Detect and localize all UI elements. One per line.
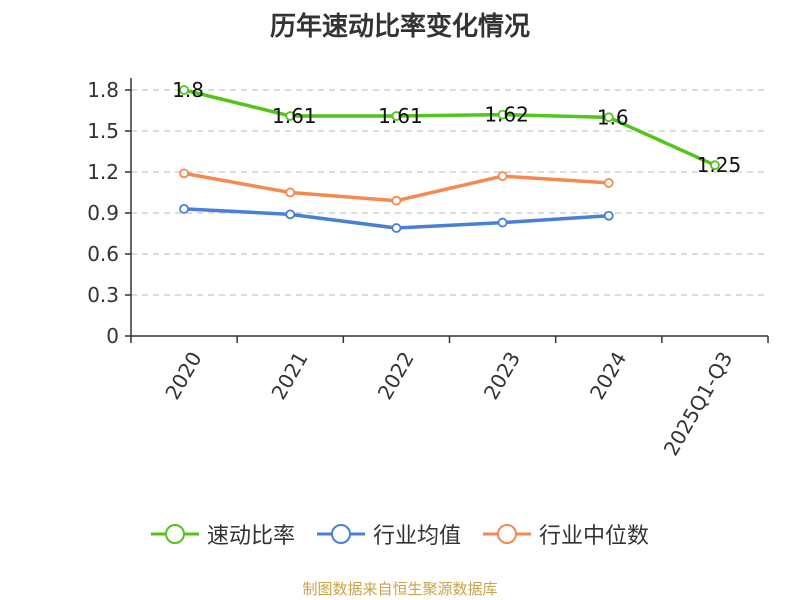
y-tick-label: 1.8 [87, 78, 119, 102]
data-point[interactable] [497, 109, 508, 120]
data-point[interactable] [497, 217, 508, 228]
x-tick-label: 2024 [585, 348, 631, 404]
series-lines [179, 85, 720, 233]
x-tick-labels: 2020 2021 2022 2023 2024 2025Q1-Q3 [160, 348, 737, 460]
data-point[interactable] [603, 210, 614, 221]
data-label: 1.6 [597, 105, 629, 129]
data-point[interactable] [497, 171, 508, 182]
data-label: 1.61 [378, 104, 423, 128]
axes [125, 78, 769, 343]
legend: 速动比率 行业均值 行业中位数 [0, 518, 800, 550]
data-point[interactable] [285, 209, 296, 220]
data-point[interactable] [285, 187, 296, 198]
y-tick-label: 1.5 [87, 119, 119, 143]
legend-item[interactable]: 行业中位数 [483, 518, 649, 550]
y-tick-label: 0.6 [87, 242, 119, 266]
data-point[interactable] [391, 223, 402, 233]
data-label: 1.25 [697, 153, 742, 177]
data-labels: 1.8 1.61 1.61 1.62 1.6 1.25 [172, 78, 741, 177]
data-point[interactable] [179, 203, 189, 214]
data-point[interactable] [391, 111, 402, 121]
data-point[interactable] [603, 112, 614, 123]
x-tick-label: 2020 [160, 348, 206, 404]
legend-label: 行业中位数 [539, 524, 650, 549]
y-tick-label: 0 [106, 324, 119, 348]
legend-swatch [316, 524, 365, 544]
data-point[interactable] [603, 178, 614, 188]
legend-swatch [150, 524, 199, 544]
legend-label: 速动比率 [206, 524, 295, 549]
legend-item[interactable]: 行业均值 [316, 518, 461, 550]
grid-lines [131, 89, 768, 296]
x-tick-label: 2023 [479, 348, 525, 404]
source-note: 制图数据来自恒生聚源数据库 [302, 580, 498, 598]
data-point[interactable] [179, 85, 189, 95]
x-tick-label: 2025Q1-Q3 [659, 348, 738, 460]
data-label: 1.61 [272, 104, 317, 128]
x-tick-label: 2021 [266, 348, 312, 404]
y-tick-labels: 0 0.3 0.6 0.9 1.2 1.5 1.8 [87, 78, 119, 348]
data-label: 1.62 [484, 103, 529, 127]
legend-label: 行业均值 [372, 524, 461, 549]
data-point[interactable] [391, 195, 402, 206]
legend-item[interactable]: 速动比率 [150, 518, 295, 550]
y-tick-label: 0.9 [87, 201, 119, 225]
data-point[interactable] [285, 111, 296, 121]
y-tick-label: 0.3 [87, 283, 119, 307]
data-label: 1.8 [172, 78, 204, 102]
legend-swatch [483, 524, 531, 544]
chart-title: 历年速动比率变化情况 [269, 12, 530, 42]
series-line [183, 88, 716, 167]
y-tick-label: 1.2 [87, 160, 119, 184]
data-point[interactable] [179, 168, 189, 179]
data-point[interactable] [710, 160, 720, 171]
x-tick-label: 2022 [373, 348, 419, 404]
